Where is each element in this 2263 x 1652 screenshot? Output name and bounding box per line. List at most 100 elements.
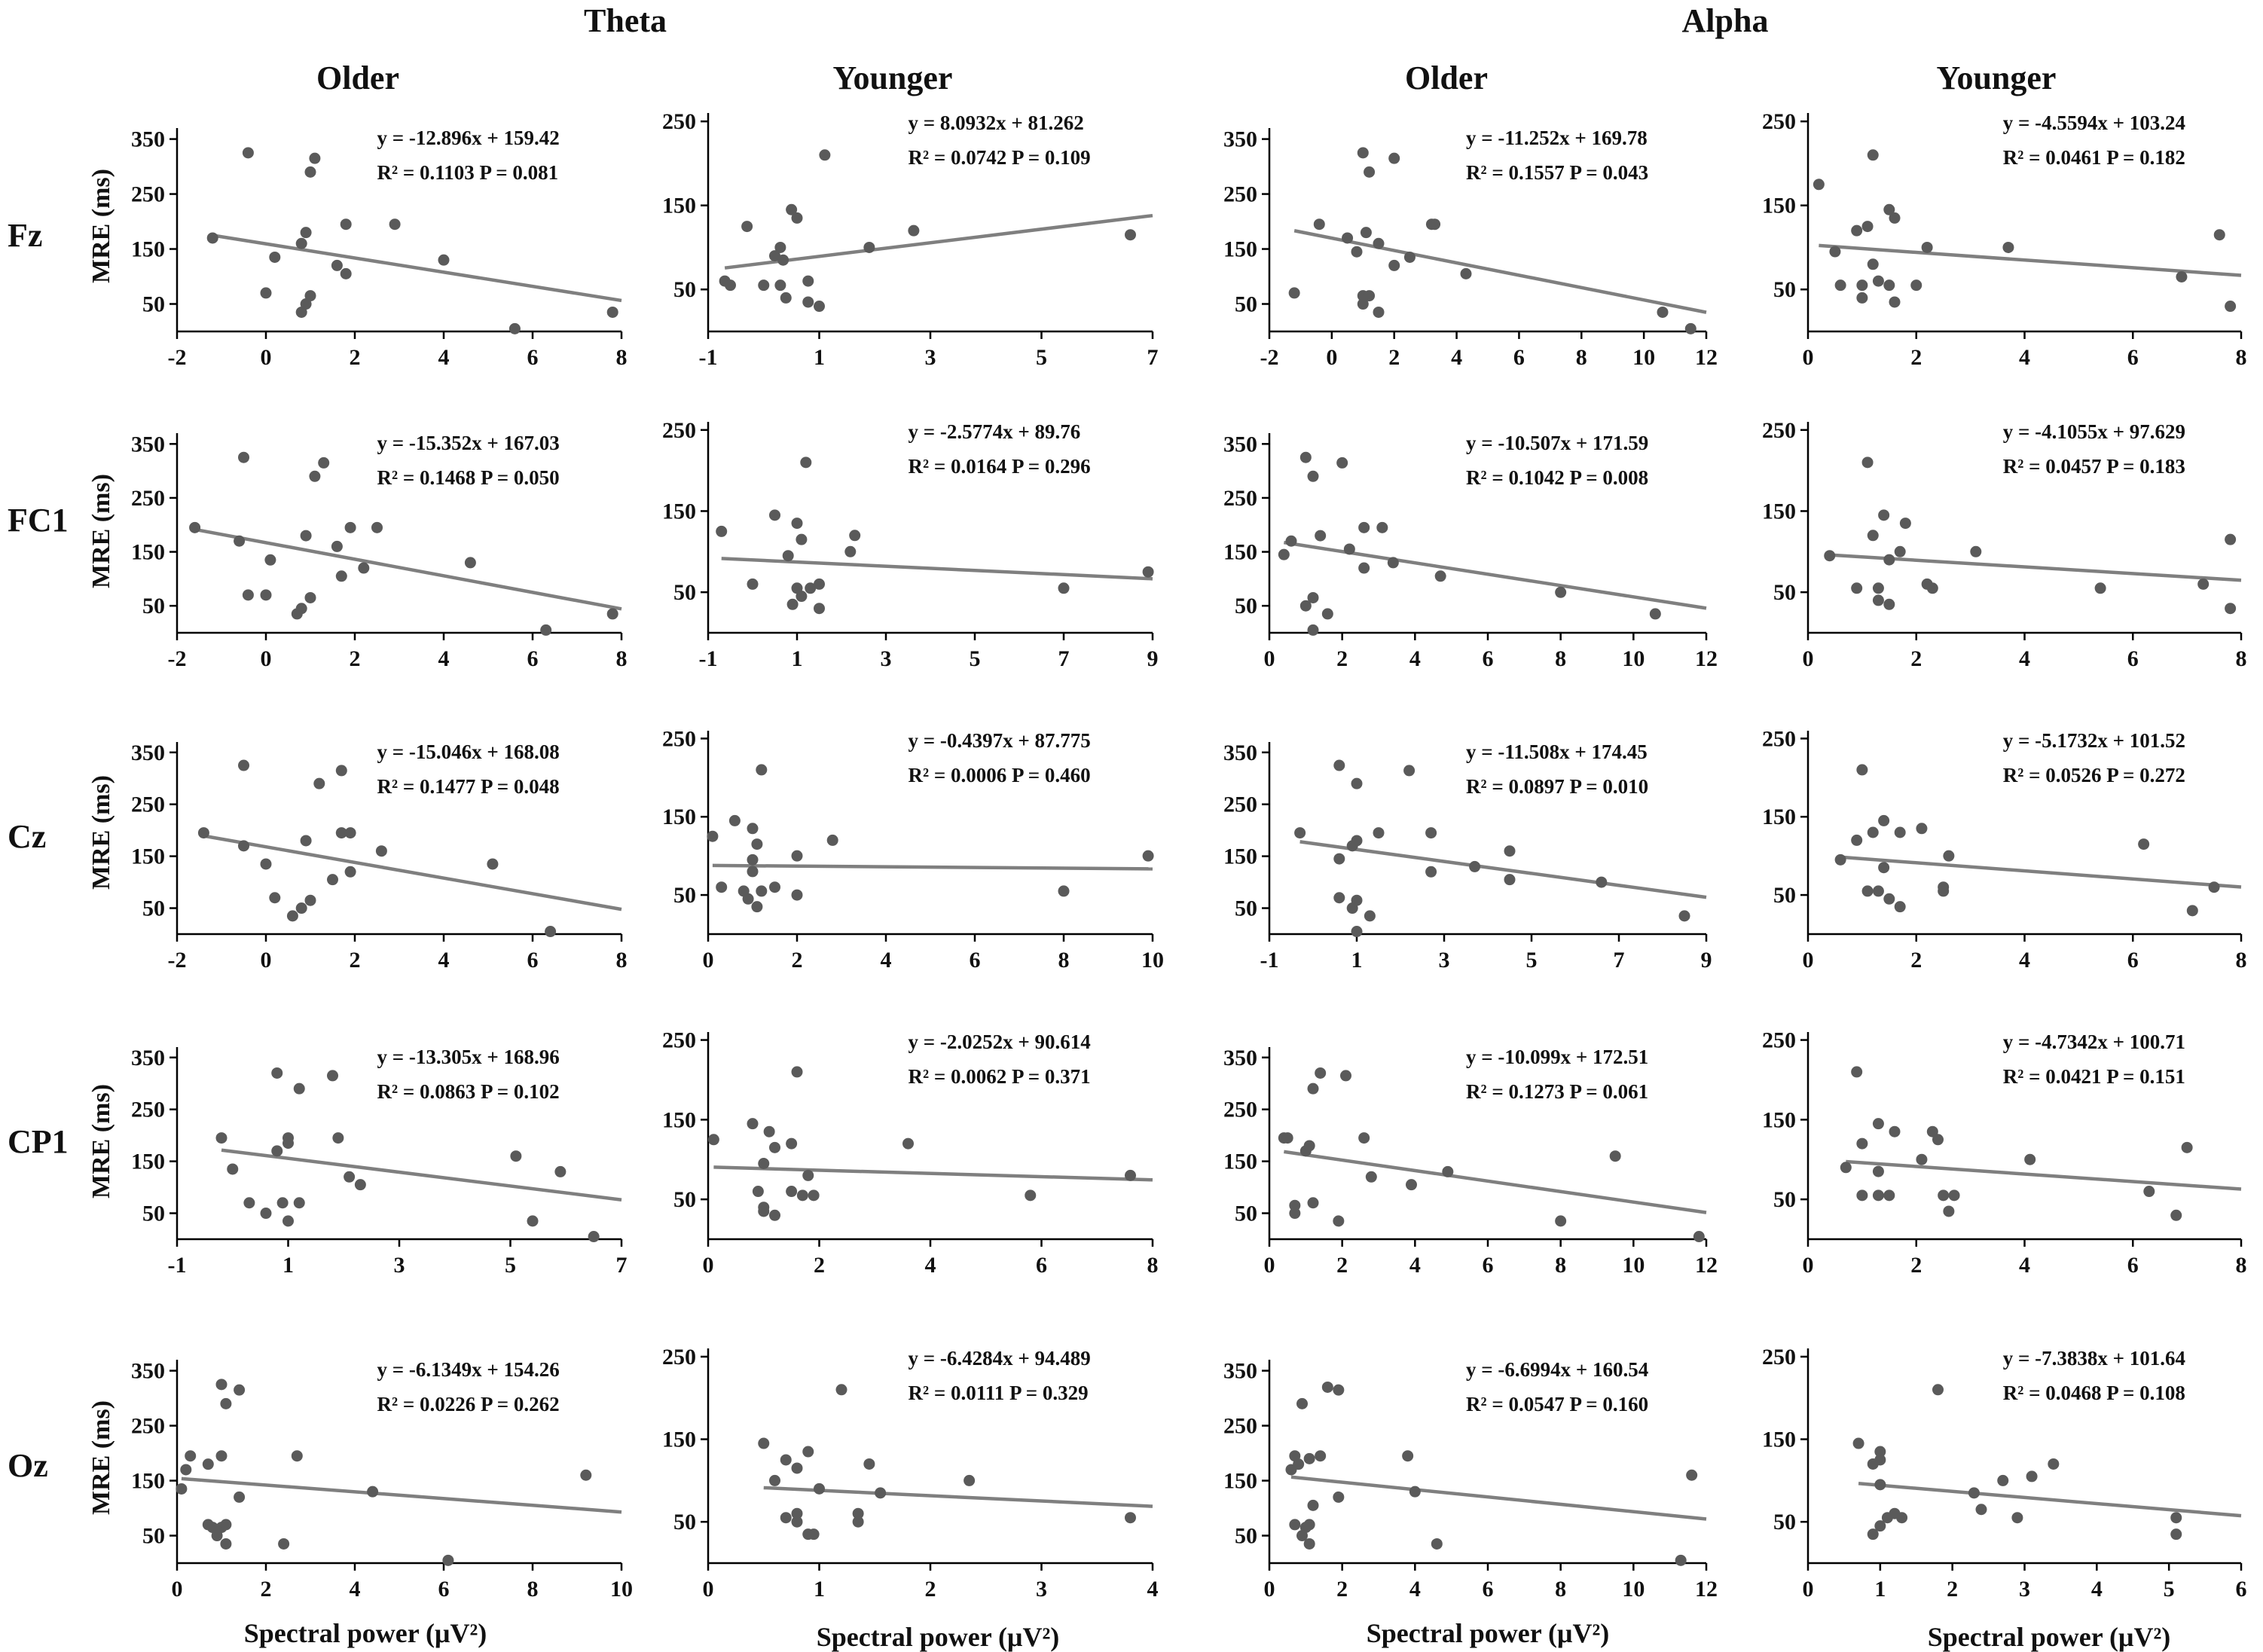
regression-line [1299, 840, 1707, 899]
y-tick-label: 50 [142, 1524, 165, 1549]
data-point [1926, 1125, 1938, 1137]
data-point [1142, 566, 1154, 578]
regression-line [1290, 1475, 1707, 1521]
data-point [1943, 850, 1955, 862]
data-point [1364, 166, 1376, 178]
data-point [1856, 279, 1868, 292]
data-point [747, 578, 759, 590]
regression-line [1829, 553, 2242, 582]
x-tick-label: 0 [261, 948, 272, 973]
x-tick-label: 0 [1264, 1577, 1275, 1602]
group-title-theta-younger: Younger [833, 60, 953, 96]
y-tick-label: 150 [1762, 805, 1796, 829]
data-point [1867, 149, 1879, 161]
x-tick-label: 0 [703, 948, 714, 973]
x-tick-label: 12 [1695, 345, 1718, 370]
x-axis-label-alpha-older: Spectral power (μV²) [1367, 1618, 1609, 1648]
x-tick-label: -2 [168, 948, 187, 973]
data-point [791, 1516, 803, 1528]
data-point [1943, 1205, 1955, 1217]
data-point [580, 1469, 592, 1481]
data-point [304, 290, 316, 302]
x-tick-label: 4 [438, 646, 450, 671]
data-point [234, 1491, 246, 1503]
data-point [1313, 218, 1325, 231]
data-point [1851, 582, 1863, 594]
y-tick-label: 50 [142, 292, 165, 317]
x-tick-label: 4 [881, 948, 892, 973]
data-point [335, 765, 347, 777]
data-point [293, 1197, 305, 1209]
data-point [1861, 457, 1874, 469]
data-point [1387, 557, 1399, 569]
data-point [1970, 545, 1982, 557]
data-point [814, 1483, 825, 1495]
panel-cz-alpha-younger: 50 150 250 0 2 4 6 8 y = -5.1732x + 101.52 R² = 0… [1762, 726, 2247, 973]
data-point [375, 845, 387, 857]
regression-equation: y = -0.4397x + 87.775 [909, 729, 1091, 752]
data-point [269, 251, 281, 263]
x-tick-label: 6 [2127, 1253, 2139, 1278]
x-tick-label: 4 [1451, 345, 1462, 370]
data-point [1307, 1197, 1319, 1209]
regression-line [194, 527, 622, 611]
y-tick-label: 50 [1773, 883, 1796, 908]
data-point [814, 301, 825, 313]
data-point [227, 1163, 239, 1175]
regression-stats: R² = 0.0421 P = 0.151 [2003, 1065, 2185, 1088]
data-point [902, 1137, 914, 1150]
data-point [344, 866, 356, 878]
y-tick-label: 50 [1773, 580, 1796, 605]
x-tick-label: 0 [1264, 646, 1275, 671]
data-point [1856, 292, 1868, 304]
regression-equation: y = -6.4284x + 94.489 [909, 1347, 1091, 1370]
data-point [1852, 1437, 1864, 1449]
data-point [1872, 1165, 1884, 1177]
x-tick-label: 2 [350, 646, 361, 671]
data-point [1125, 229, 1136, 241]
regression-equation: y = -2.5774x + 89.76 [909, 420, 1081, 443]
data-point [1693, 1231, 1705, 1243]
regression-stats: R² = 0.0164 P = 0.296 [909, 455, 1091, 478]
x-tick-label: 8 [616, 948, 628, 973]
data-point [202, 1458, 214, 1470]
data-point [332, 1132, 344, 1144]
data-point [2002, 241, 2014, 253]
data-point [554, 1165, 567, 1177]
y-tick-label: 50 [1773, 1187, 1796, 1212]
data-point [707, 830, 719, 842]
y-tick-label: 250 [662, 1345, 696, 1370]
data-point [304, 894, 316, 906]
x-tick-label: 4 [1409, 1577, 1421, 1602]
row-label-cz: Cz [8, 818, 46, 855]
data-point [849, 530, 861, 542]
y-tick-label: 50 [1773, 1510, 1796, 1534]
data-point [707, 1134, 719, 1146]
data-point [264, 554, 276, 566]
regression-stats: R² = 0.1477 P = 0.048 [377, 775, 560, 798]
data-point [780, 292, 792, 304]
x-tick-label: 8 [1555, 646, 1566, 671]
data-point [1333, 1491, 1345, 1503]
x-tick-label: 1 [814, 345, 825, 370]
data-point [791, 518, 803, 530]
data-point [2225, 603, 2237, 615]
panel-cp1-theta-older: 50 150 250 350 -1 1 3 5 7 y = -13.305x + 168.96 R²… [131, 1046, 628, 1278]
regression-equation: y = -2.0252x + 90.614 [909, 1031, 1091, 1053]
x-tick-label: 1 [792, 646, 803, 671]
x-tick-label: 1 [1874, 1577, 1886, 1602]
data-point [1315, 1067, 1327, 1079]
data-point [304, 591, 316, 603]
x-tick-label: 8 [1058, 948, 1070, 973]
data-point [300, 227, 312, 239]
data-point [606, 306, 618, 318]
data-point [282, 1215, 294, 1227]
y-tick-label: 150 [131, 844, 165, 869]
data-point [1878, 509, 1890, 521]
y-tick-label: 250 [1762, 109, 1796, 134]
data-point [1403, 765, 1416, 777]
data-point [863, 241, 875, 253]
x-tick-label: 5 [970, 646, 981, 671]
x-tick-label: 2 [350, 948, 361, 973]
band-title-theta: Theta [584, 2, 667, 39]
